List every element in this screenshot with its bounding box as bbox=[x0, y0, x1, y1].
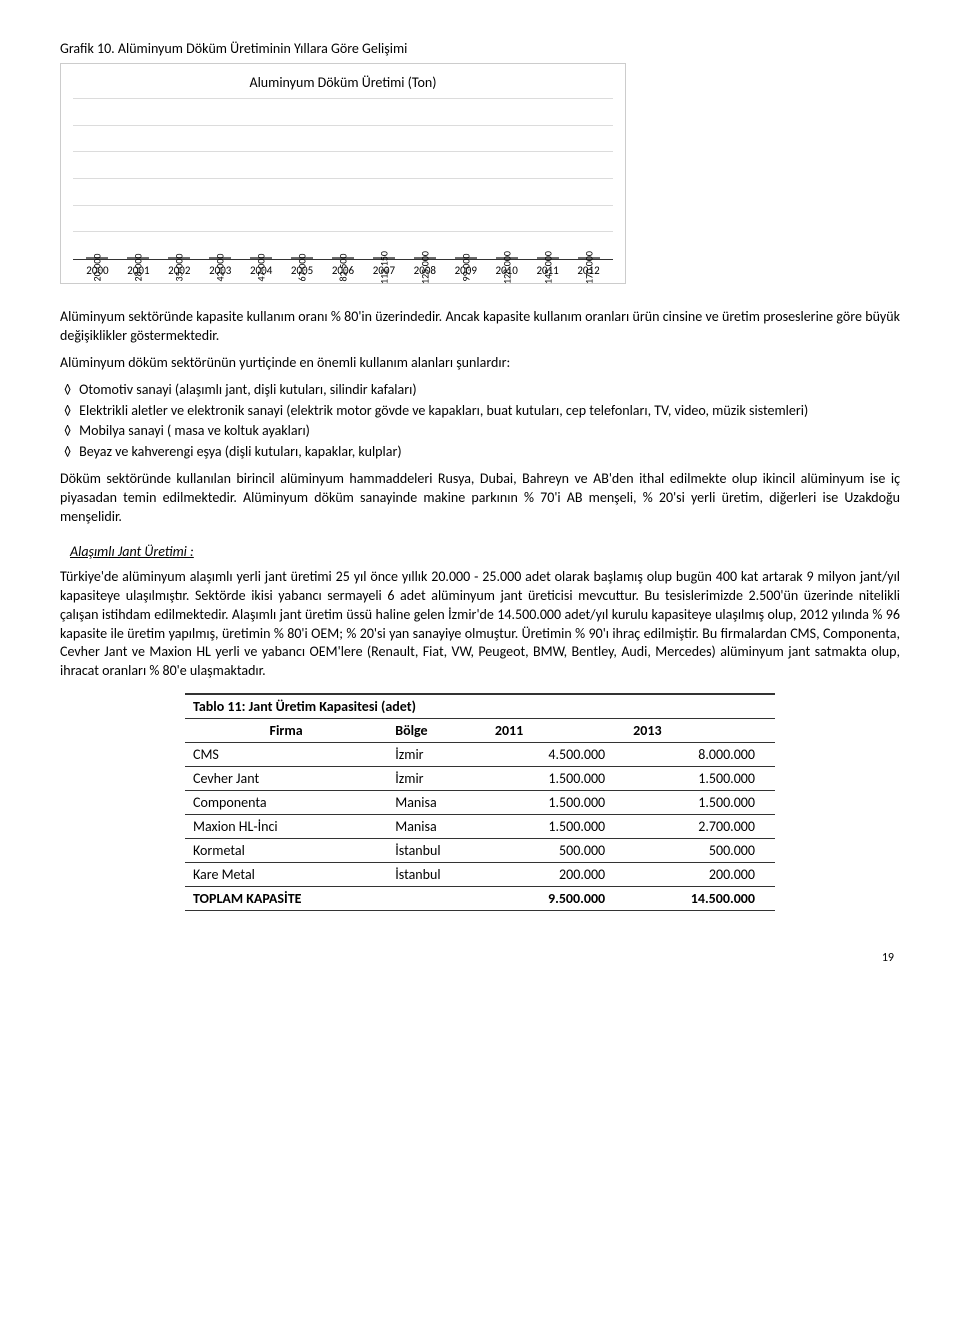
bar: 82.500 bbox=[332, 257, 354, 259]
table-cell: 500.000 bbox=[487, 839, 625, 863]
bar-cell: 42.000 bbox=[200, 257, 241, 259]
table-cell: Cevher Jant bbox=[185, 767, 387, 791]
bullet-item: Otomotiv sanayi (alaşımlı jant, dişli ku… bbox=[82, 381, 900, 400]
table-col-firma: Firma bbox=[185, 719, 387, 743]
bar: 20.000 bbox=[86, 257, 108, 259]
table-cell: 1.500.000 bbox=[625, 791, 775, 815]
bar-cell: 128.000 bbox=[486, 257, 527, 259]
table-row: Maxion HL-İnciManisa1.500.0002.700.000 bbox=[185, 815, 775, 839]
bullet-item: Mobilya sanayi ( masa ve koltuk ayakları… bbox=[82, 422, 900, 441]
table-cell: İstanbul bbox=[387, 839, 487, 863]
paragraph-3: Türkiye'de alüminyum alaşımlı yerli jant… bbox=[60, 568, 900, 681]
table-total-label: TOPLAM KAPASİTE bbox=[185, 887, 387, 911]
bar-label: 67.000 bbox=[296, 254, 309, 282]
table-total-blank bbox=[387, 887, 487, 911]
bar-cell: 170.000 bbox=[568, 257, 609, 259]
table-title: Tablo 11: Jant Üretim Kapasitesi (adet) bbox=[185, 694, 775, 719]
bar-label: 145.000 bbox=[541, 251, 554, 284]
bar-cell: 82.500 bbox=[323, 257, 364, 259]
bar-cell: 125.000 bbox=[404, 257, 445, 259]
table-col-bolge: Bölge bbox=[387, 719, 487, 743]
bar-label: 112.150 bbox=[377, 251, 390, 284]
bar: 145.000 bbox=[537, 257, 559, 259]
bar-cell: 28.000 bbox=[118, 257, 159, 259]
bullet-list: Otomotiv sanayi (alaşımlı jant, dişli ku… bbox=[60, 381, 900, 463]
bar-label: 125.000 bbox=[418, 251, 431, 284]
capacity-table: Tablo 11: Jant Üretim Kapasitesi (adet) … bbox=[185, 693, 775, 911]
table-cell: 200.000 bbox=[625, 863, 775, 887]
bar: 67.000 bbox=[291, 257, 313, 259]
bar-label: 47.000 bbox=[255, 254, 268, 282]
bar: 99.000 bbox=[455, 257, 477, 259]
bar-label: 20.000 bbox=[91, 254, 104, 282]
table-cell: İzmir bbox=[387, 767, 487, 791]
table-row: CMSİzmir4.500.0008.000.000 bbox=[185, 743, 775, 767]
table-cell: Kormetal bbox=[185, 839, 387, 863]
table-col-2013: 2013 bbox=[625, 719, 775, 743]
bar-cell: 47.000 bbox=[241, 257, 282, 259]
table-total-2011: 9.500.000 bbox=[487, 887, 625, 911]
paragraph-1: Alüminyum sektöründe kapasite kullanım o… bbox=[60, 308, 900, 346]
table-cell: 1.500.000 bbox=[487, 815, 625, 839]
chart-title: Aluminyum Döküm Üretimi (Ton) bbox=[73, 74, 613, 91]
table-row: Cevher Jantİzmir1.500.0001.500.000 bbox=[185, 767, 775, 791]
bar-cell: 35.000 bbox=[159, 257, 200, 259]
bar: 35.000 bbox=[168, 257, 190, 259]
bar: 170.000 bbox=[578, 257, 600, 259]
table-cell: 1.500.000 bbox=[487, 791, 625, 815]
bullet-item: Elektrikli aletler ve elektronik sanayi … bbox=[82, 402, 900, 421]
bar-chart: Aluminyum Döküm Üretimi (Ton) 20.000 28.0… bbox=[60, 63, 626, 284]
table-total-2013: 14.500.000 bbox=[625, 887, 775, 911]
bar-label: 28.000 bbox=[132, 254, 145, 282]
table-cell: 4.500.000 bbox=[487, 743, 625, 767]
bar-label: 128.000 bbox=[500, 251, 513, 284]
bar-label: 35.000 bbox=[173, 254, 186, 282]
table-cell: 200.000 bbox=[487, 863, 625, 887]
table-row: Kormetalİstanbul500.000500.000 bbox=[185, 839, 775, 863]
table-cell: 8.000.000 bbox=[625, 743, 775, 767]
paragraph-2: Döküm sektöründe kullanılan birincil alü… bbox=[60, 470, 900, 527]
table-col-2011: 2011 bbox=[487, 719, 625, 743]
bar-cell: 67.000 bbox=[282, 257, 323, 259]
bar-label: 82.500 bbox=[336, 254, 349, 282]
page-number: 19 bbox=[60, 951, 900, 965]
table-cell: 500.000 bbox=[625, 839, 775, 863]
table-cell: Manisa bbox=[387, 791, 487, 815]
subheading: Alaşımlı Jant Üretimi : bbox=[70, 543, 900, 560]
bar-cell: 112.150 bbox=[363, 257, 404, 259]
table-cell: İstanbul bbox=[387, 863, 487, 887]
bar-label: 170.000 bbox=[582, 251, 595, 284]
table-cell: 2.700.000 bbox=[625, 815, 775, 839]
table-cell: Kare Metal bbox=[185, 863, 387, 887]
bullet-item: Beyaz ve kahverengi eşya (dişli kutuları… bbox=[82, 443, 900, 462]
table-cell: 1.500.000 bbox=[487, 767, 625, 791]
list-intro: Alüminyum döküm sektörünün yurtiçinde en… bbox=[60, 354, 900, 373]
chart-plot-area: 20.000 28.000 35.000 42.000 47.000 67.000 82.5… bbox=[73, 99, 613, 260]
bar: 28.000 bbox=[127, 257, 149, 259]
table-row: Kare Metalİstanbul200.000200.000 bbox=[185, 863, 775, 887]
table-row: ComponentaManisa1.500.0001.500.000 bbox=[185, 791, 775, 815]
table-cell: Componenta bbox=[185, 791, 387, 815]
bar: 112.150 bbox=[373, 257, 395, 259]
bar-label: 42.000 bbox=[214, 254, 227, 282]
chart-caption: Grafik 10. Alüminyum Döküm Üretiminin Yı… bbox=[60, 40, 900, 57]
bar: 47.000 bbox=[250, 257, 272, 259]
bar-cell: 20.000 bbox=[77, 257, 118, 259]
bar-cell: 99.000 bbox=[445, 257, 486, 259]
bar: 42.000 bbox=[209, 257, 231, 259]
table-cell: 1.500.000 bbox=[625, 767, 775, 791]
table-cell: İzmir bbox=[387, 743, 487, 767]
table-cell: Maxion HL-İnci bbox=[185, 815, 387, 839]
bar-cell: 145.000 bbox=[527, 257, 568, 259]
bar: 125.000 bbox=[414, 257, 436, 259]
bar: 128.000 bbox=[496, 257, 518, 259]
table-cell: CMS bbox=[185, 743, 387, 767]
table-cell: Manisa bbox=[387, 815, 487, 839]
bar-label: 99.000 bbox=[459, 254, 472, 282]
